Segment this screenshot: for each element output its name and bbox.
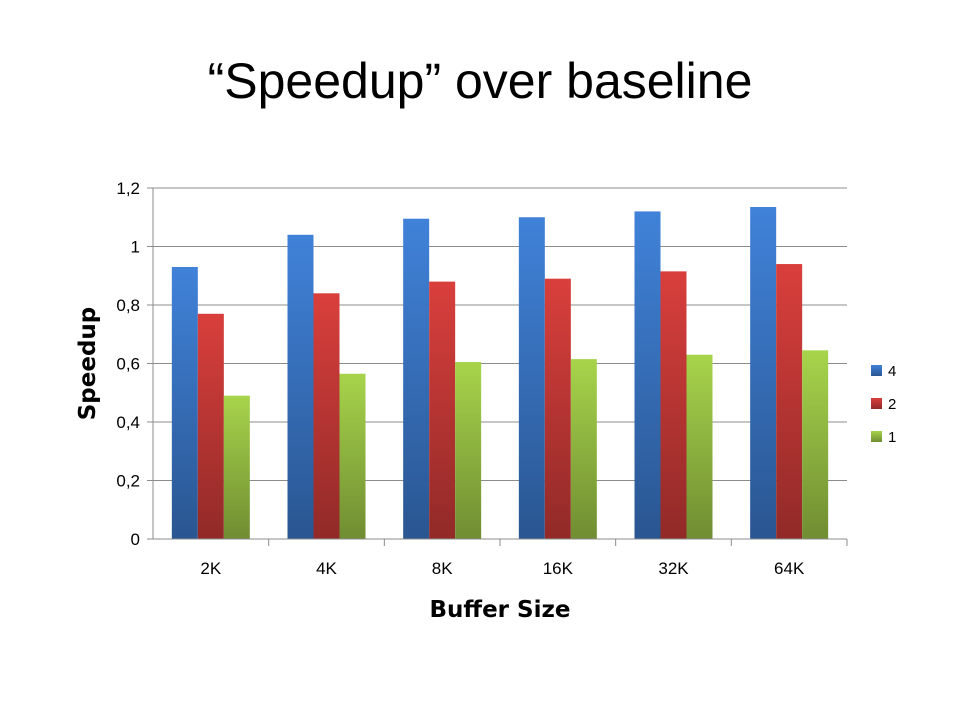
bar-16K-series-1 xyxy=(570,359,597,539)
bar-2K-series-1 xyxy=(223,395,250,539)
x-tick-label: 8K xyxy=(432,559,453,578)
legend-swatch-1 xyxy=(871,431,882,442)
bars xyxy=(171,207,829,540)
legend-swatch-2 xyxy=(871,398,882,409)
bar-8K-series-1 xyxy=(455,362,482,539)
y-tick-label: 0,4 xyxy=(116,413,140,432)
gridlines xyxy=(153,187,847,540)
axes: 0 0,2 0,4 0,6 0,8 1 1,2 2K 4K 8K 16K 32K 64K xyxy=(116,179,848,578)
bar-64K-series-4 xyxy=(750,207,777,539)
bar-32K-series-2 xyxy=(660,271,687,539)
bar-2K-series-4 xyxy=(171,266,198,539)
bar-16K-series-4 xyxy=(518,217,545,539)
bar-2K-series-2 xyxy=(197,313,224,539)
legend-label-1: 1 xyxy=(888,429,896,446)
bar-32K-series-1 xyxy=(686,354,713,539)
bar-64K-series-1 xyxy=(802,350,829,539)
y-tick-label: 0 xyxy=(131,530,140,549)
y-tick-label: 0,8 xyxy=(116,296,140,315)
bar-16K-series-2 xyxy=(544,278,571,539)
legend-swatch-4 xyxy=(871,365,882,376)
x-tick-label: 64K xyxy=(774,559,805,578)
x-tick-label: 16K xyxy=(543,559,574,578)
y-tick-label: 1 xyxy=(131,238,140,257)
x-tick-label: 2K xyxy=(200,559,221,578)
y-axis-title: Speedup xyxy=(75,307,101,421)
bar-4K-series-1 xyxy=(339,373,366,539)
bar-8K-series-2 xyxy=(429,281,456,539)
x-tick-label: 32K xyxy=(658,559,689,578)
slide-title: “Speedup” over baseline xyxy=(207,53,753,109)
x-tick-label: 4K xyxy=(316,559,337,578)
bar-64K-series-2 xyxy=(776,264,803,539)
bar-4K-series-2 xyxy=(313,293,340,539)
legend: 4 2 1 xyxy=(871,363,896,446)
bar-4K-series-4 xyxy=(287,234,314,540)
y-tick-label: 0,6 xyxy=(116,355,140,374)
y-tick-label: 1,2 xyxy=(116,179,140,198)
bar-32K-series-4 xyxy=(634,211,661,539)
legend-label-2: 2 xyxy=(888,396,896,413)
legend-label-4: 4 xyxy=(888,363,896,380)
x-axis-title: Buffer Size xyxy=(430,597,571,623)
y-tick-label: 0,2 xyxy=(116,472,140,491)
bar-8K-series-4 xyxy=(403,218,430,539)
